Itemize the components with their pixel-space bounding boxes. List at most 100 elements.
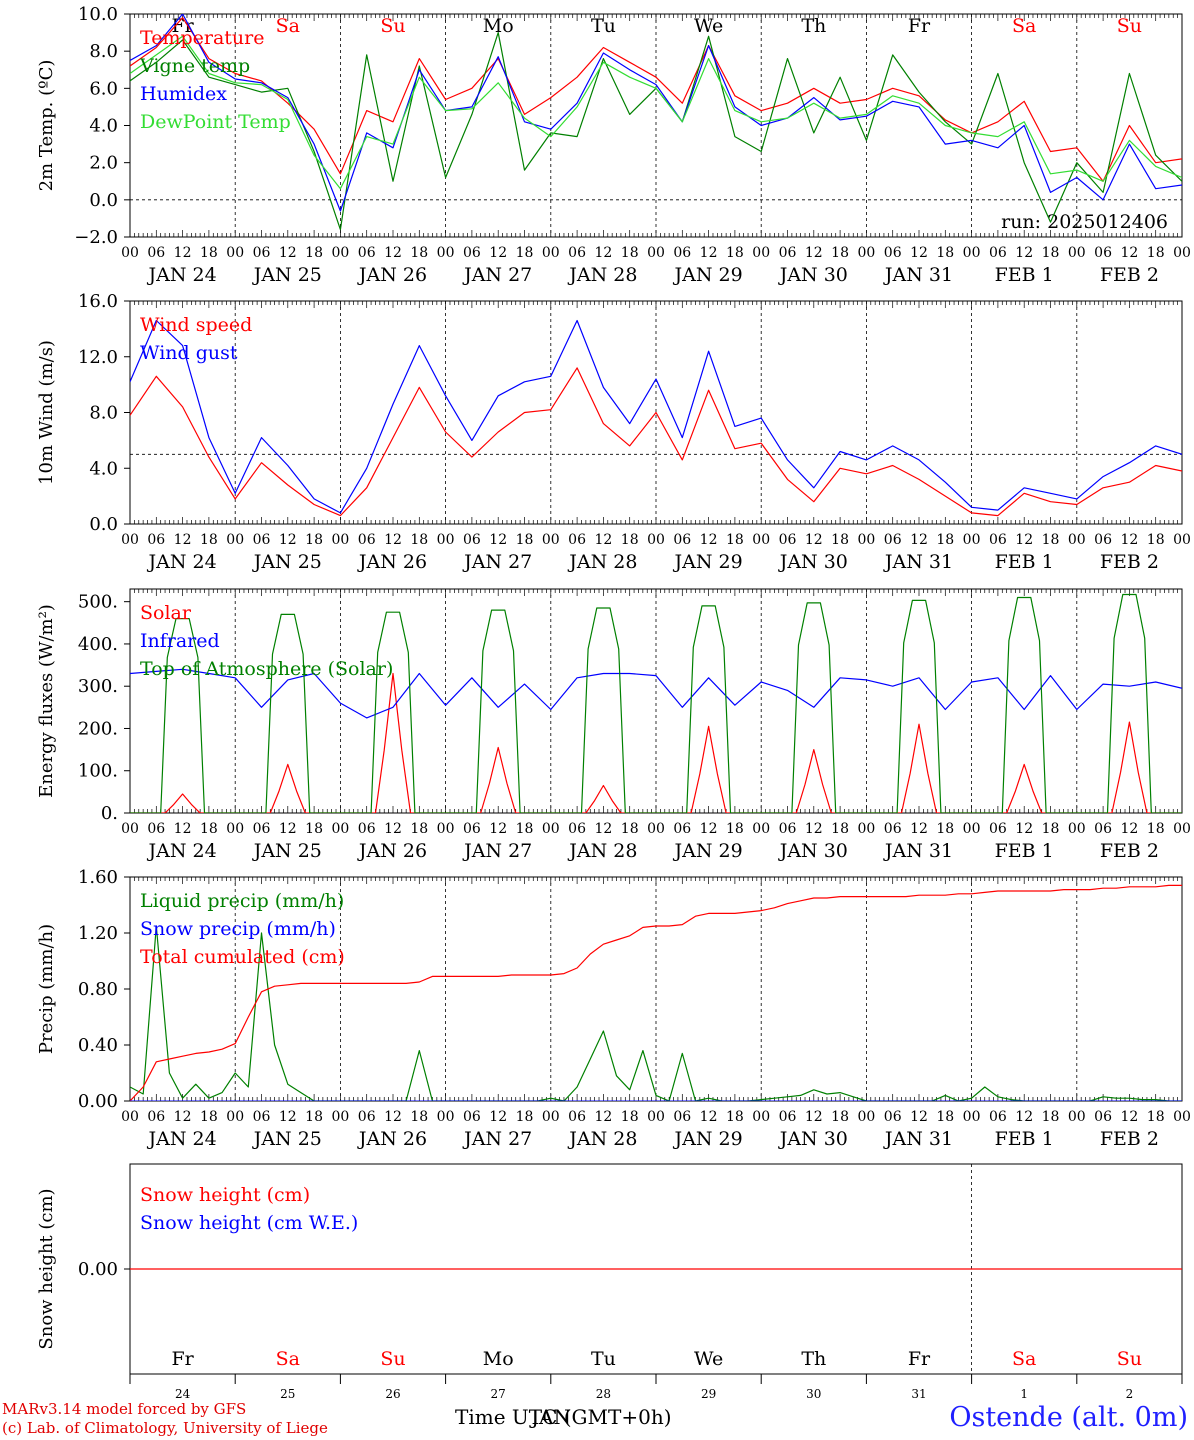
hour-tick-label: 12 (489, 821, 507, 837)
weekday-label: Su (380, 1348, 405, 1370)
hour-tick-label: 00 (437, 245, 455, 261)
date-label: FEB 1 (995, 840, 1054, 862)
y-axis-label: 10m Wind (m/s) (36, 340, 57, 485)
hour-tick-label: 00 (857, 245, 875, 261)
hour-tick-label: 12 (910, 245, 928, 261)
series-dewpoint-temp (130, 35, 1182, 190)
date-label: JAN 29 (673, 551, 743, 573)
hour-tick-label: 18 (516, 1109, 534, 1125)
hour-tick-label: 18 (1147, 532, 1165, 548)
hour-tick-label: 06 (1094, 245, 1112, 261)
series-group (130, 593, 1182, 813)
hour-tick-label: 00 (437, 1109, 455, 1125)
hour-tick-label: 12 (1120, 532, 1138, 548)
hour-tick-label: 00 (226, 1109, 244, 1125)
date-label: JAN 31 (883, 1128, 953, 1150)
date-label: JAN 25 (252, 1128, 322, 1150)
hour-tick-label: 12 (1015, 532, 1033, 548)
hour-tick-label: 06 (884, 1109, 902, 1125)
weekday-label: Th (801, 1348, 826, 1370)
hour-tick-label: 00 (542, 532, 560, 548)
series-group (130, 14, 1182, 231)
hour-tick-label: 00 (437, 532, 455, 548)
hour-tick-label: 18 (410, 1109, 428, 1125)
y-tick-label: 400. (78, 634, 118, 655)
date-label: JAN 26 (357, 1128, 427, 1150)
hour-tick-label: 06 (779, 1109, 797, 1125)
date-label: FEB 2 (1100, 1128, 1159, 1150)
hour-tick-label: 00 (752, 245, 770, 261)
legend-entry: Total cumulated (cm) (140, 946, 345, 968)
hour-tick-label: 18 (936, 532, 954, 548)
hour-tick-label: 18 (621, 245, 639, 261)
day-number-label: 25 (280, 1387, 295, 1401)
hour-tick-label: 18 (726, 1109, 744, 1125)
panel-1: 10.0 8.0 6.0 4.0 2.0 0.0 −2.0 2m Temp. (ºC) 00 06… (36, 4, 1191, 286)
date-label: JAN 24 (147, 1128, 217, 1150)
hour-tick-label: 00 (963, 1109, 981, 1125)
hour-tick-label: 06 (673, 821, 691, 837)
hour-tick-label: 06 (147, 1109, 165, 1125)
hour-tick-label: 06 (568, 245, 586, 261)
hour-tick-label: 12 (594, 532, 612, 548)
hour-tick-label: 18 (1042, 245, 1060, 261)
hour-tick-label: 12 (279, 532, 297, 548)
weekday-label: Sa (1012, 15, 1036, 37)
y-tick-label: 300. (78, 676, 118, 697)
hour-tick-label: 18 (1042, 532, 1060, 548)
hour-tick-label: 12 (174, 821, 192, 837)
hour-tick-label: 06 (779, 245, 797, 261)
legend-entry: Infrared (140, 630, 220, 652)
day-number-label: 26 (385, 1387, 400, 1401)
hour-tick-label: 06 (463, 1109, 481, 1125)
legend-entry: Temperature (140, 27, 264, 49)
hour-tick-label: 06 (463, 821, 481, 837)
day-number-label: 28 (596, 1387, 611, 1401)
date-label: FEB 1 (995, 551, 1054, 573)
hour-tick-label: 00 (1068, 821, 1086, 837)
hour-tick-label: 06 (147, 532, 165, 548)
x-axis-overlay: JAN (531, 1405, 571, 1429)
credit-model: MARv3.14 model forced by GFS (2, 1400, 247, 1418)
hour-tick-label: 12 (594, 1109, 612, 1125)
weekday-label: Mo (483, 1348, 514, 1370)
hour-tick-label: 06 (358, 1109, 376, 1125)
credit-lab: (c) Lab. of Climatology, University of L… (2, 1419, 328, 1437)
hour-tick-label: 12 (384, 245, 402, 261)
hour-tick-label: 18 (831, 532, 849, 548)
weekday-label: Sa (276, 1348, 300, 1370)
weekday-label: Su (380, 15, 405, 37)
date-label: JAN 26 (357, 264, 427, 286)
date-label: FEB 1 (995, 1128, 1054, 1150)
hour-tick-label: 06 (463, 532, 481, 548)
y-tick-label: 1.60 (78, 867, 118, 888)
panel-4: 1.60 1.20 0.80 0.40 0.00 Precip (mm/h) 00 06 12 1… (36, 867, 1191, 1150)
hour-tick-label: 18 (305, 245, 323, 261)
hour-tick-label: 00 (542, 245, 560, 261)
day-number-label: 29 (701, 1387, 716, 1401)
hour-tick-label: 12 (489, 532, 507, 548)
y-axis-label: Energy fluxes (W/m²) (36, 604, 57, 798)
date-label: JAN 28 (567, 1128, 637, 1150)
hour-tick-label: 12 (1015, 1109, 1033, 1125)
day-number-label: 24 (175, 1387, 191, 1401)
hour-tick-label: 12 (1120, 821, 1138, 837)
hour-tick-label: 06 (1094, 821, 1112, 837)
hour-tick-label: 06 (779, 532, 797, 548)
panel-2: 16.0 12.0 8.0 4.0 0.0 10m Wind (m/s) 00 06 12 18 0… (36, 291, 1191, 573)
date-label: JAN 30 (778, 264, 848, 286)
y-axis-label: 2m Temp. (ºC) (36, 60, 57, 192)
hour-tick-label: 12 (910, 821, 928, 837)
hour-tick-label: 00 (1068, 245, 1086, 261)
hour-tick-label: 12 (1120, 1109, 1138, 1125)
hour-tick-label: 00 (647, 532, 665, 548)
series-humidex (130, 14, 1182, 212)
station-label: Ostende (alt. 0m) (949, 1402, 1188, 1433)
weekday-label: Fr (171, 1348, 194, 1370)
hour-tick-label: 18 (516, 821, 534, 837)
weekday-label: Sa (276, 15, 300, 37)
hour-tick-label: 18 (726, 532, 744, 548)
hour-tick-label: 00 (121, 245, 139, 261)
hour-tick-label: 06 (884, 245, 902, 261)
